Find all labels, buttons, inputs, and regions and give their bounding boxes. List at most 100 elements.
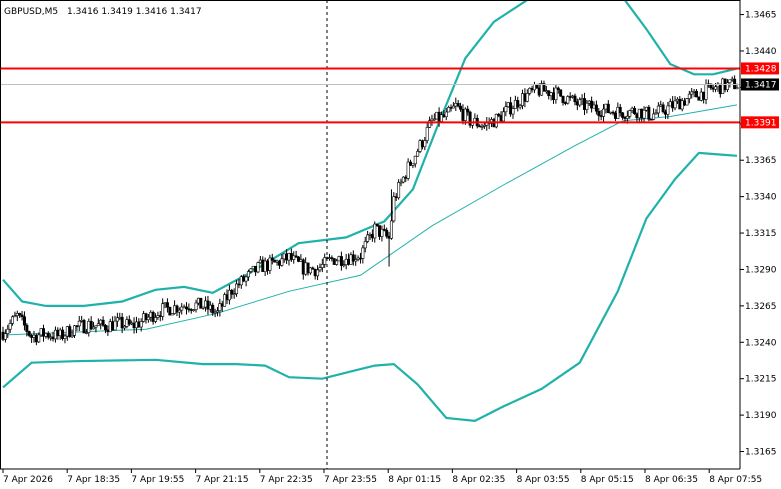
band-line-2 (2, 151, 738, 423)
candle-body (75, 325, 79, 328)
candle-body (77, 320, 81, 327)
candle-body (330, 257, 334, 259)
x-tick-label: 7 Apr 2026 (3, 475, 53, 485)
candle-body (547, 90, 551, 97)
candle-body (289, 253, 293, 260)
candle-body (354, 259, 358, 262)
candle-body (347, 258, 351, 265)
candle-body (130, 322, 134, 325)
candle-body (11, 316, 15, 324)
candle-body (571, 95, 575, 98)
candle-body (551, 92, 555, 101)
candle-body (225, 294, 229, 301)
candle-body (297, 256, 301, 262)
candle-body (378, 225, 382, 237)
candle-body (361, 247, 365, 259)
candle-body (694, 90, 698, 98)
plot-area[interactable] (0, 0, 740, 469)
candle-body (108, 321, 112, 333)
candle-body (185, 306, 189, 310)
candle-body (432, 118, 436, 121)
candle-body (72, 325, 76, 336)
candle-body (208, 304, 212, 310)
candle-body (106, 329, 110, 333)
symbol-text: GBPUSD,M5 (4, 7, 58, 17)
candle-body (602, 108, 606, 117)
candle-body (394, 196, 398, 199)
candle-body (187, 308, 191, 311)
candle-body (416, 151, 420, 157)
candle-body (461, 108, 465, 121)
x-tick-label: 7 Apr 18:35 (67, 475, 120, 485)
candle-body (497, 113, 501, 116)
candle-body (68, 326, 72, 338)
candle-body (721, 78, 725, 95)
x-tick-label: 8 Apr 05:15 (581, 475, 634, 485)
candle-body (587, 100, 591, 104)
candle-body (385, 229, 389, 237)
candle-body (161, 303, 165, 317)
candle-body (625, 115, 629, 119)
candle-body (649, 118, 653, 121)
candle-body (366, 234, 370, 242)
candle-body (151, 312, 155, 322)
candle-body (44, 333, 48, 337)
candle-body (337, 256, 341, 262)
candle-body (237, 283, 241, 286)
candle-body (173, 305, 177, 314)
candle-body (192, 309, 196, 311)
candle-body (213, 311, 217, 314)
y-tick-label: 1.3240 (745, 338, 777, 348)
candle-body (142, 313, 146, 322)
candle-body (311, 267, 315, 270)
candle-body (537, 87, 541, 96)
candle-body (89, 320, 93, 330)
candle-body (544, 90, 548, 92)
candle-body (235, 283, 239, 294)
candle-body (242, 276, 246, 282)
candle-body (84, 332, 88, 334)
x-tick-label: 8 Apr 01:15 (388, 475, 441, 485)
y-tick-label: 1.3365 (745, 156, 777, 166)
candle-body (725, 82, 729, 91)
candle-body (339, 256, 343, 266)
symbol-label: GBPUSD,M5 1.3416 1.3419 1.3416 1.3417 (4, 7, 202, 17)
candle-body (730, 78, 734, 81)
candle-body (516, 100, 520, 108)
candle-body (308, 267, 312, 274)
candle-body (96, 323, 100, 326)
candle-body (34, 334, 38, 343)
candle-body (654, 112, 658, 115)
candle-body (332, 258, 336, 265)
candle-body (49, 336, 53, 339)
candle-body (621, 112, 625, 118)
candle-body (94, 325, 98, 328)
candle-body (134, 321, 138, 329)
candle-body (170, 313, 174, 316)
candle-body (165, 302, 169, 308)
candle-body (356, 257, 360, 260)
candle-body (144, 313, 148, 321)
candle-body (132, 322, 136, 329)
candle-body (401, 176, 405, 183)
candle-body (447, 107, 451, 113)
level-price-tag (741, 116, 779, 129)
candle-body (501, 111, 505, 122)
candle-body (156, 315, 160, 318)
candle-body (180, 306, 184, 311)
candle-body (273, 259, 277, 263)
candle-body (513, 100, 517, 109)
candle-body (146, 316, 150, 321)
candle-body (623, 117, 627, 119)
candle-body (404, 176, 408, 179)
candle-body (158, 315, 162, 317)
candle-body (509, 102, 513, 115)
candle-body (699, 91, 703, 101)
x-tick-label: 8 Apr 03:55 (517, 475, 570, 485)
candle-body (387, 235, 391, 239)
candle-body (189, 309, 193, 311)
candle-body (375, 223, 379, 226)
candle-body (335, 260, 339, 265)
